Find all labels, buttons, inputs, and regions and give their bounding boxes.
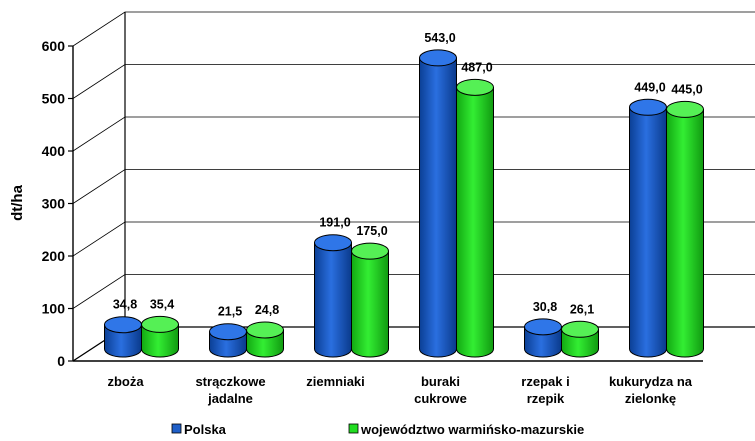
category-label-line: zielonkę: [625, 391, 676, 406]
y-tick-label: 100: [42, 301, 66, 317]
y-tick-label: 200: [42, 248, 66, 264]
bar: [629, 98, 667, 358]
gridline: [72, 11, 755, 47]
category-label: ziemniaki: [306, 374, 365, 389]
bar: [209, 323, 247, 358]
gridline: [72, 116, 755, 152]
data-label: 449,0: [634, 80, 665, 94]
legend-label-series-0: Polska: [184, 422, 227, 437]
y-tick-label: 500: [42, 91, 66, 107]
bar: [456, 78, 494, 358]
gridline: [72, 221, 755, 257]
data-label: 26,1: [570, 302, 594, 316]
category-label-line: rzepik: [527, 391, 565, 406]
gridline: [72, 274, 755, 309]
category-label: zboża: [107, 374, 144, 389]
data-label: 21,5: [218, 305, 242, 319]
category-label-line: kukurydza na: [609, 374, 693, 389]
y-tick-labels: 0 100 200 300 400 500 600: [42, 38, 73, 369]
category-label: rzepak i rzepik: [521, 374, 569, 406]
category-label-line: strączkowe: [195, 374, 265, 389]
category-label-line: jadalne: [207, 391, 253, 406]
data-label: 175,0: [356, 224, 387, 238]
bar: [351, 242, 389, 358]
y-tick-label: 600: [42, 38, 66, 54]
data-label: 35,4: [150, 297, 174, 311]
bar: [561, 320, 599, 358]
data-label: 487,0: [461, 60, 492, 74]
data-label: 24,8: [255, 303, 279, 317]
data-labels: 34,8 35,4 21,5 24,8 191,0 175,0 543,0 487,0 30,8…: [113, 31, 703, 319]
y-tick-label: 400: [42, 143, 66, 159]
category-label-line: cukrowe: [414, 391, 467, 406]
gridline: [72, 169, 755, 204]
legend-swatch-series-1: [348, 423, 359, 434]
bar: [524, 318, 562, 358]
category-label-line: zboża: [107, 374, 144, 389]
category-label: strączkowe jadalne: [195, 374, 265, 406]
legend: Polska województwo warmińsko-mazurskie: [171, 422, 584, 437]
category-labels: zboża strączkowe jadalne ziemniaki buraki cuk…: [107, 374, 692, 406]
bars: [104, 49, 704, 358]
bar: [104, 316, 142, 358]
data-label: 30,8: [533, 300, 557, 314]
bar: [419, 49, 457, 358]
category-label: buraki cukrowe: [414, 374, 467, 406]
data-label: 191,0: [319, 216, 350, 230]
category-label: kukurydza na zielonkę: [609, 374, 693, 406]
bar: [141, 315, 179, 358]
legend-label-series-1: województwo warmińsko-mazurskie: [360, 422, 584, 437]
category-label-line: buraki: [421, 374, 460, 389]
data-label: 543,0: [424, 31, 455, 45]
bar: [666, 100, 704, 358]
data-label: 34,8: [113, 298, 137, 312]
bar: [246, 321, 284, 358]
y-tick-label: 300: [42, 196, 66, 212]
y-tick-label: 0: [57, 353, 65, 369]
gridline: [72, 64, 755, 99]
bar: [314, 234, 352, 358]
category-label-line: ziemniaki: [306, 374, 365, 389]
data-label: 445,0: [671, 82, 702, 96]
y-axis-label: dt/ha: [9, 184, 26, 220]
legend-swatch-series-0: [171, 423, 182, 434]
category-label-line: rzepak i: [521, 374, 569, 389]
